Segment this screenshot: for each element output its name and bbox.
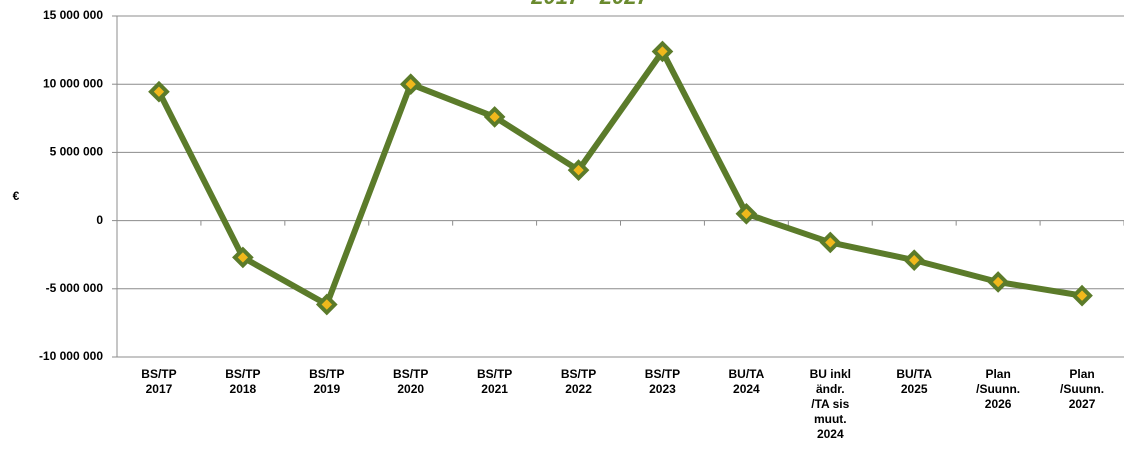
marker bbox=[987, 271, 1009, 293]
y-axis-label: € bbox=[13, 189, 20, 203]
y-tick-label: 10 000 000 bbox=[43, 76, 103, 90]
y-tick-label: 0 bbox=[96, 213, 103, 227]
marker bbox=[315, 293, 338, 316]
marker bbox=[148, 80, 170, 103]
y-tick-label: -5 000 000 bbox=[46, 281, 104, 295]
marker bbox=[399, 73, 422, 96]
x-tick-label: BS/TP 2019 bbox=[309, 367, 344, 396]
x-tick-label: BS/TP 2022 bbox=[561, 367, 596, 396]
marker bbox=[567, 159, 590, 181]
x-tick-label: Plan/Suunn. 2026 bbox=[976, 367, 1020, 411]
y-tick-label: -10 000 000 bbox=[39, 349, 103, 363]
marker bbox=[903, 249, 926, 271]
x-tick-label: BS/TP 2023 bbox=[645, 367, 680, 396]
y-tick-label: 15 000 000 bbox=[43, 8, 103, 22]
x-tick-label: BS/TP 2020 bbox=[393, 367, 428, 396]
marker bbox=[483, 106, 506, 128]
x-tick-label: BU inkl ändr./TA sis muut. 2024 bbox=[810, 367, 851, 441]
x-tick-label: Plan/Suunn. 2027 bbox=[1060, 367, 1104, 411]
marker bbox=[232, 246, 254, 269]
marker bbox=[819, 231, 842, 254]
x-tick-label: BS/TP 2018 bbox=[225, 367, 260, 396]
x-tick-label: BS/TP 2017 bbox=[141, 367, 176, 396]
y-tick-label: 5 000 000 bbox=[50, 145, 104, 159]
chart-title: 2017 - 2027 bbox=[530, 0, 650, 9]
x-tick-label: BU/TA 2024 bbox=[728, 367, 764, 396]
marker bbox=[735, 202, 758, 225]
marker bbox=[651, 40, 674, 63]
x-tick-label: BU/TA 2025 bbox=[896, 367, 932, 396]
marker bbox=[1071, 284, 1093, 307]
x-tick-label: BS/TP 2021 bbox=[477, 367, 512, 396]
line bbox=[156, 48, 1083, 308]
